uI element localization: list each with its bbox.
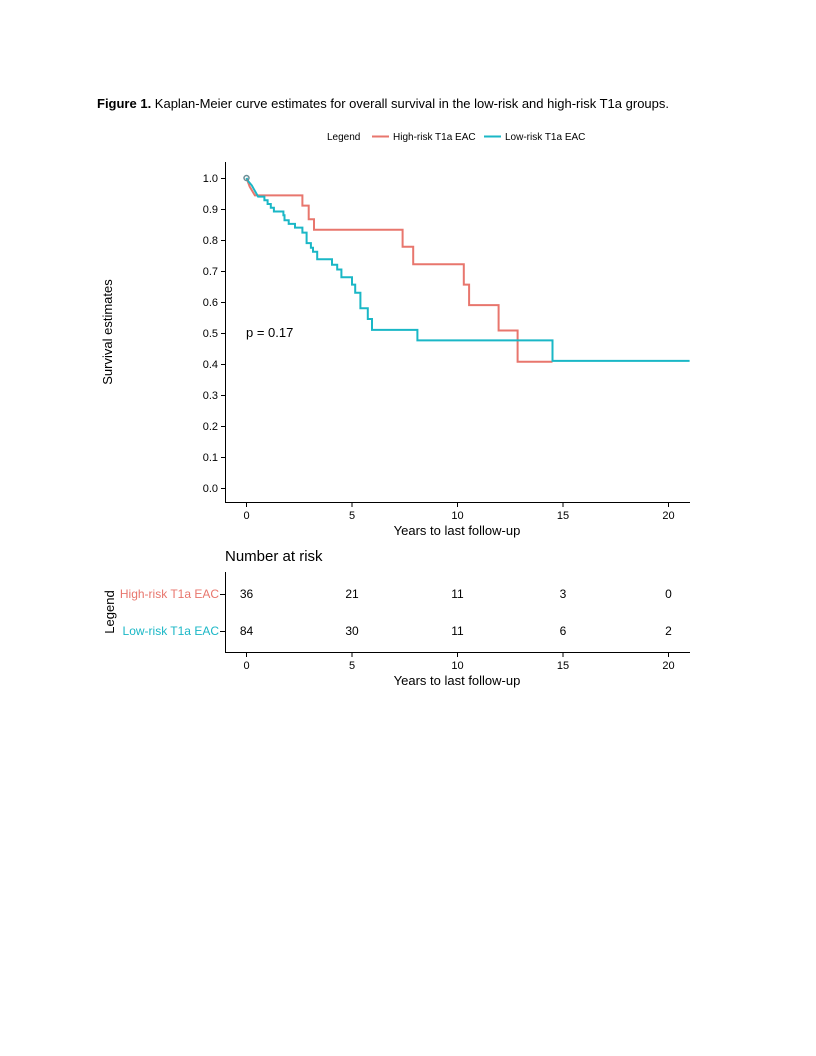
x-tick-label: 0: [243, 510, 249, 522]
x-axis-ticks: 0 5 10 15 20: [243, 503, 675, 522]
risk-value: 0: [665, 587, 672, 601]
y-tick-label: 0.5: [203, 328, 218, 340]
x-tick-label: 20: [662, 510, 674, 522]
y-tick-label: 0.2: [203, 421, 218, 433]
x-tick-label: 5: [349, 510, 355, 522]
risk-value: 11: [451, 587, 464, 601]
curve-low-risk: [245, 177, 690, 362]
risk-value: 2: [665, 624, 672, 638]
x-tick-label: 10: [451, 510, 463, 522]
figure-label: Figure 1.: [97, 96, 152, 111]
survival-curves: [243, 174, 690, 363]
risk-x-tick-label: 15: [557, 660, 569, 672]
risk-table-x-ticks: 0 5 10 15 20: [243, 653, 675, 672]
y-tick-label: 1.0: [203, 173, 218, 185]
risk-row-label-low-risk: Low-risk T1a EAC: [123, 624, 220, 638]
risk-x-tick-label: 10: [451, 660, 463, 672]
risk-value: 84: [240, 624, 254, 638]
figure-caption: Figure 1. Kaplan-Meier curve estimates f…: [97, 96, 669, 111]
y-tick-label: 0.9: [203, 204, 218, 216]
y-tick-label: 0.0: [203, 483, 218, 495]
y-axis-label: Survival estimates: [100, 279, 115, 385]
risk-value: 36: [240, 587, 254, 601]
y-tick-label: 0.1: [203, 452, 218, 464]
risk-value: 30: [345, 624, 359, 638]
risk-table-values: 36 21 11 3 084 30 11 6 2: [240, 587, 672, 638]
legend-low-risk-label: Low-risk T1a EAC: [505, 132, 585, 143]
risk-table-legend-title: Legend: [102, 590, 117, 633]
curve-high-risk: [245, 177, 553, 363]
risk-row-label-high-risk: High-risk T1a EAC: [120, 587, 219, 601]
figure-caption-text: Kaplan-Meier curve estimates for overall…: [151, 96, 669, 111]
y-axis-ticks: 0.0 0.1 0.2 0.3 0.4 0.5 0.6 0.7 0.8 0.9 1.0: [203, 173, 225, 495]
risk-x-tick-label: 0: [243, 660, 249, 672]
y-tick-label: 0.8: [203, 235, 218, 247]
y-tick-label: 0.7: [203, 266, 218, 278]
risk-value: 11: [451, 624, 464, 638]
risk-table-x-axis-label: Years to last follow-up: [394, 673, 521, 688]
p-value-annotation: p = 0.17: [246, 325, 293, 340]
y-tick-label: 0.3: [203, 390, 218, 402]
risk-table-title: Number at risk: [225, 548, 323, 565]
risk-x-tick-label: 5: [349, 660, 355, 672]
risk-value: 21: [345, 587, 359, 601]
legend-high-risk-label: High-risk T1a EAC: [393, 132, 476, 143]
x-tick-label: 15: [557, 510, 569, 522]
y-tick-label: 0.6: [203, 297, 218, 309]
y-tick-label: 0.4: [203, 359, 218, 371]
legend-title: Legend: [327, 132, 360, 143]
risk-value: 3: [560, 587, 567, 601]
censor-marker: [243, 174, 250, 182]
survival-plot: 0.0 0.1 0.2 0.3 0.4 0.5 0.6 0.7 0.8 0.9 1.0 0 5 10 15…: [100, 162, 690, 538]
legend: Legend High-risk T1a EAC Low-risk T1a EA…: [327, 132, 585, 143]
risk-value: 6: [560, 624, 567, 638]
risk-table: Number at risk High-risk T1a EAC Low-ris…: [102, 548, 690, 688]
x-axis-label: Years to last follow-up: [394, 523, 521, 538]
risk-x-tick-label: 20: [662, 660, 674, 672]
